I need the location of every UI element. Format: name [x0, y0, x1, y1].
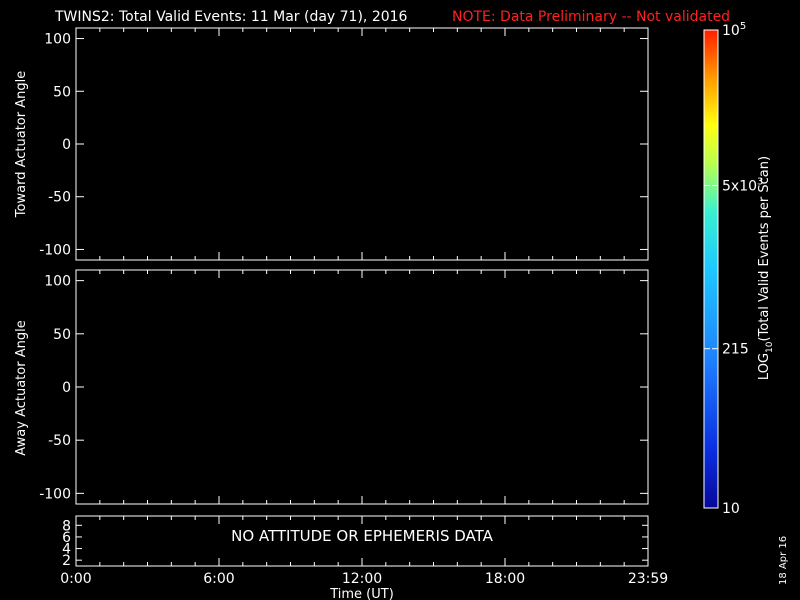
toward-panel-frame: [75, 27, 649, 261]
y-tick-label: -50: [48, 190, 71, 206]
chart-title: TWINS2: Total Valid Events: 11 Mar (day …: [54, 9, 408, 25]
y-tick-label: 0: [62, 137, 71, 153]
toward-angle-panel: -100 -50 0 50 100: [39, 28, 649, 260]
y-tick-label: 100: [44, 32, 71, 48]
y-tick-label: -100: [39, 242, 71, 258]
toward-axis-label: Toward Actuator Angle: [14, 71, 29, 218]
y-tick-label: 50: [53, 84, 71, 100]
preliminary-note: NOTE: Data Preliminary -- Not validated: [452, 9, 730, 25]
